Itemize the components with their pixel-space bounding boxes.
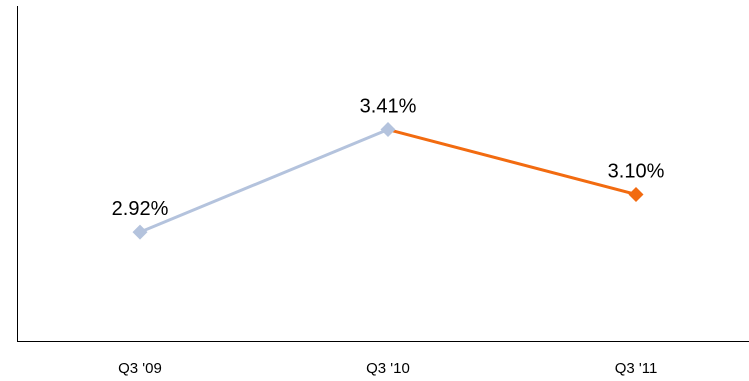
x-tick-label-2: Q3 '10: [366, 360, 410, 377]
data-labels: 2.92% 3.41% 3.10%: [112, 96, 665, 221]
x-tick-labels: Q3 '09 Q3 '10 Q3 '11: [118, 360, 657, 377]
data-label-2: 3.41%: [360, 96, 417, 118]
line-segment-1: [139, 128, 389, 234]
data-point-2: [380, 122, 396, 138]
x-tick-label-3: Q3 '11: [615, 360, 658, 377]
series-markers: [132, 122, 644, 240]
data-label-1: 2.92%: [112, 198, 169, 220]
data-point-3: [628, 186, 644, 202]
line-segment-2: [387, 128, 637, 196]
data-label-3: 3.10%: [608, 160, 665, 182]
x-tick-label-1: Q3 '09: [118, 360, 162, 377]
data-point-1: [132, 224, 148, 240]
series-segments: [139, 128, 637, 234]
